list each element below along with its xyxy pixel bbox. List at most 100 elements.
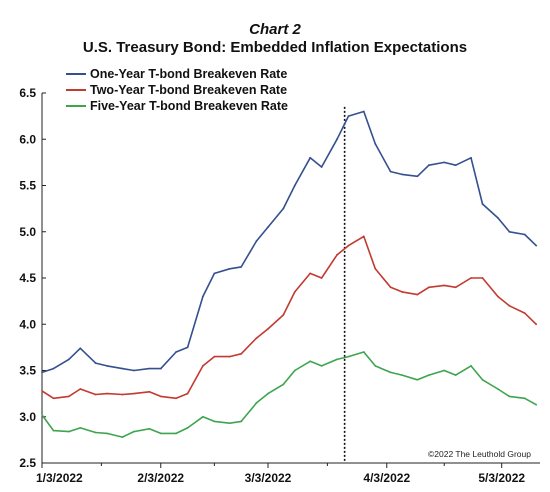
chart-label: Chart 2 (249, 21, 301, 38)
series-line-one-year (41, 110, 537, 374)
data-point-one-year (186, 346, 189, 349)
series-line-two-year (41, 235, 537, 400)
data-point-one-year (508, 230, 511, 233)
data-point-two-year (443, 284, 446, 287)
y-tick-label: 5.5 (19, 179, 36, 193)
data-point-one-year (175, 351, 177, 353)
data-point-five-year (470, 364, 472, 367)
data-point-one-year (52, 367, 55, 370)
data-point-two-year (374, 267, 377, 270)
data-point-two-year (362, 235, 365, 238)
data-point-two-year (106, 392, 109, 395)
data-point-five-year (67, 430, 70, 433)
data-point-one-year (267, 226, 269, 229)
data-point-one-year (159, 367, 162, 370)
data-point-five-year (535, 403, 538, 406)
data-point-two-year (228, 355, 231, 358)
data-point-one-year (309, 156, 312, 159)
data-point-five-year (428, 374, 430, 377)
data-point-one-year (121, 367, 124, 370)
legend-label-two-year: Two-Year T-bond Breakeven Rate (90, 83, 287, 97)
data-point-five-year (320, 364, 323, 367)
data-point-one-year (428, 164, 430, 167)
data-point-two-year (79, 388, 82, 390)
data-point-one-year (94, 362, 97, 364)
data-point-two-year (428, 286, 430, 289)
y-tick-label: 6.0 (19, 132, 36, 146)
data-point-two-year (121, 393, 124, 396)
data-point-one-year (293, 184, 296, 187)
data-point-two-year (148, 390, 151, 393)
data-point-five-year (293, 369, 296, 372)
data-point-five-year (159, 432, 162, 435)
data-point-five-year (523, 397, 526, 400)
data-point-two-year (496, 295, 499, 298)
data-point-one-year (470, 156, 472, 159)
x-tick-label: 2/3/2022 (137, 471, 184, 485)
data-point-five-year (228, 422, 231, 425)
data-point-two-year (347, 244, 350, 247)
data-point-two-year (41, 389, 43, 392)
data-point-five-year (94, 431, 97, 434)
data-point-two-year (454, 286, 457, 289)
data-point-five-year (240, 420, 243, 423)
y-tick-label: 5.0 (19, 225, 36, 239)
data-point-two-year (213, 355, 216, 358)
data-point-two-year (523, 312, 526, 315)
data-point-five-year (148, 427, 151, 430)
data-point-one-year (362, 110, 365, 113)
series-line-five-year (41, 351, 537, 438)
data-point-five-year (41, 414, 43, 416)
credit-text: ©2022 The Leuthold Group (428, 449, 531, 459)
data-point-two-year (186, 392, 189, 395)
data-point-two-year (282, 314, 285, 316)
data-point-five-year (508, 395, 511, 398)
data-point-five-year (52, 429, 55, 432)
x-tick-label: 5/3/2022 (478, 471, 525, 485)
data-point-two-year (389, 286, 392, 289)
data-point-five-year (201, 415, 204, 418)
data-point-two-year (133, 392, 135, 395)
data-point-one-year (389, 170, 392, 173)
data-point-two-year (309, 272, 312, 275)
data-point-five-year (336, 358, 338, 361)
data-point-two-year (508, 304, 511, 307)
data-point-five-year (401, 374, 403, 377)
y-tick-label: 6.5 (19, 86, 36, 100)
data-point-two-year (240, 352, 243, 355)
data-point-five-year (213, 420, 216, 423)
data-point-five-year (481, 378, 484, 381)
y-tick-label: 4.5 (19, 271, 36, 285)
data-point-one-year (374, 142, 377, 145)
data-point-two-year (52, 397, 55, 400)
data-point-one-year (79, 347, 82, 350)
data-point-five-year (374, 364, 377, 367)
data-point-one-year (481, 203, 484, 205)
data-point-one-year (133, 369, 135, 372)
data-point-one-year (228, 267, 231, 270)
data-point-five-year (309, 360, 312, 363)
data-point-one-year (41, 371, 43, 374)
data-point-one-year (523, 233, 526, 236)
x-tick-label: 4/3/2022 (363, 471, 410, 485)
data-point-five-year (443, 369, 446, 372)
data-point-five-year (347, 355, 350, 358)
data-point-one-year (401, 173, 403, 176)
legend-label-five-year: Five-Year T-bond Breakeven Rate (90, 99, 288, 113)
data-point-one-year (535, 244, 538, 247)
x-tick-label: 3/3/2022 (245, 471, 292, 485)
data-point-one-year (106, 364, 109, 367)
y-tick-label: 3.0 (19, 410, 36, 424)
data-point-two-year (67, 395, 70, 398)
data-point-one-year (67, 358, 70, 361)
data-point-two-year (401, 290, 403, 293)
legend-label-one-year: One-Year T-bond Breakeven Rate (90, 67, 287, 81)
data-point-five-year (416, 378, 419, 381)
data-point-two-year (470, 277, 472, 279)
data-point-two-year (267, 327, 269, 330)
data-point-five-year (267, 392, 269, 395)
data-point-one-year (320, 166, 323, 168)
y-tick-label: 4.0 (19, 317, 36, 331)
data-point-two-year (416, 293, 419, 296)
data-point-two-year (159, 395, 162, 398)
